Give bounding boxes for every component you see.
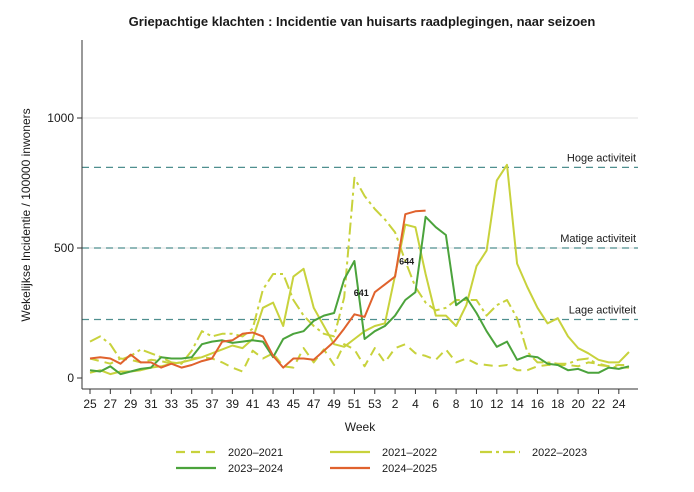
x-tick-label: 39 [226,397,240,411]
series-line [89,209,426,369]
legend-label: 2020–2021 [228,447,283,459]
y-tick-label: 500 [54,241,74,255]
chart-title: Griepachtige klachten : Incidentie van h… [129,14,596,29]
x-axis-label: Week [345,420,376,434]
x-tick-label: 10 [470,397,484,411]
reference-line-label: Hoge activiteit [567,152,636,164]
x-tick-label: 6 [432,397,439,411]
y-tick-label: 0 [67,371,74,385]
x-tick-label: 2 [392,397,399,411]
x-tick-label: 53 [368,397,382,411]
legend-label: 2022–2023 [532,447,587,459]
x-tick-label: 14 [510,397,524,411]
reference-line-label: Lage activiteit [569,305,636,317]
reference-lines: Hoge activiteit Matige activiteit Lage act… [82,152,638,321]
x-tick-label: 25 [83,397,97,411]
x-tick-label: 22 [592,397,606,411]
x-tick-label: 43 [266,397,280,411]
legend-label: 2023–2024 [228,463,283,475]
x-tick-label: 12 [490,397,504,411]
series-line [89,215,630,376]
legend-label: 2024–2025 [382,463,437,475]
reference-line-label: Matige activiteit [560,233,636,245]
x-tick-label: 8 [453,397,460,411]
data-label: 641 [354,288,369,298]
x-tick-label: 45 [287,397,301,411]
x-tick-label: 35 [185,397,199,411]
series-line [89,163,630,376]
legend: 2020–2021 2021–2022 2022–2023 2023–2024 2024… [176,447,587,475]
annotations: 641 644 [354,257,414,299]
x-tick-label: 31 [144,397,158,411]
series-lines [89,163,630,376]
y-axis-label: Wekelijkse Incidentie / 100000 inwoners [19,108,33,321]
x-tick-label: 41 [246,397,260,411]
series-line [89,176,629,369]
x-tick-label: 49 [327,397,341,411]
legend-label: 2021–2022 [382,447,437,459]
x-axis-ticks: 25 27 29 31 33 35 37 39 41 43 45 47 49 51 53 2 4 6 8 10 12 14… [83,389,626,411]
y-tick-label: 1000 [47,111,74,125]
x-tick-label: 51 [348,397,362,411]
x-tick-label: 47 [307,397,321,411]
x-tick-label: 16 [531,397,545,411]
x-tick-label: 18 [551,397,565,411]
x-tick-label: 20 [571,397,585,411]
x-tick-label: 24 [612,397,626,411]
x-tick-label: 27 [104,397,118,411]
y-axis-ticks: 0 500 1000 [47,111,82,385]
grid-layer [82,117,638,249]
x-tick-label: 37 [205,397,219,411]
data-label: 644 [399,257,414,267]
x-tick-label: 29 [124,397,138,411]
x-tick-label: 33 [165,397,179,411]
x-tick-label: 4 [412,397,419,411]
